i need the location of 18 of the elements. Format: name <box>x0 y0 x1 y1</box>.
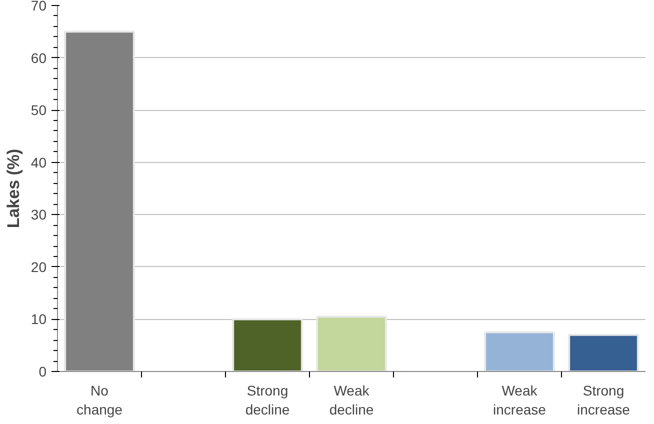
y-tick-label: 0 <box>38 364 47 380</box>
y-tick-label: 40 <box>30 154 47 170</box>
x-tick-label: Strong increase <box>577 382 630 418</box>
y-axis-title: Lakes (%) <box>4 148 23 228</box>
y-tick-label: 60 <box>30 50 47 66</box>
x-tick-label: Strong decline <box>245 382 290 418</box>
x-tick-label: Weak decline <box>329 382 374 418</box>
bar <box>232 318 303 372</box>
y-tick-label: 50 <box>30 102 47 118</box>
bar <box>484 331 555 372</box>
y-tick-label: 10 <box>30 311 47 328</box>
x-tick-label: No change <box>76 382 123 418</box>
y-tick-label: 20 <box>30 258 47 275</box>
bar <box>316 316 387 372</box>
y-tick-label: 70 <box>30 0 47 14</box>
x-tick-label: Weak increase <box>493 382 546 418</box>
y-tick-label: 30 <box>30 206 47 223</box>
bar <box>568 334 639 372</box>
